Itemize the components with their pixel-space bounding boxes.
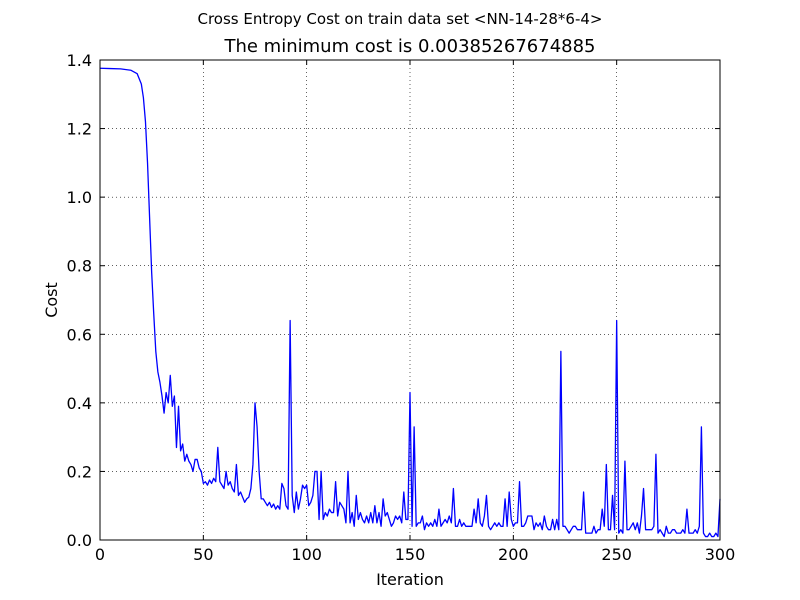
x-tick-label: 150 bbox=[395, 545, 426, 564]
y-tick-label: 1.2 bbox=[67, 120, 92, 139]
y-tick-label: 1.4 bbox=[67, 51, 92, 70]
y-tick-label: 1.0 bbox=[67, 188, 92, 207]
x-tick-label: 250 bbox=[601, 545, 632, 564]
y-tick-label: 0.0 bbox=[67, 531, 92, 550]
ticks: 0 50 100 150 200 250 300 0.0 0.2 0.4 0.6 0.8 1.0 1.2 1… bbox=[67, 51, 736, 564]
grid bbox=[100, 60, 720, 540]
y-axis-label: Cost bbox=[42, 282, 61, 318]
plot-frame bbox=[99, 59, 721, 541]
x-axis-label: Iteration bbox=[376, 570, 444, 589]
cost-series-line bbox=[99, 67, 721, 538]
x-tick-label: 0 bbox=[95, 545, 105, 564]
x-tick-label: 300 bbox=[705, 545, 736, 564]
y-tick-label: 0.4 bbox=[67, 394, 92, 413]
chart-title: The minimum cost is 0.00385267674885 bbox=[223, 36, 595, 57]
chart-suptitle: Cross Entropy Cost on train data set <NN… bbox=[197, 10, 603, 28]
x-tick-label: 50 bbox=[193, 545, 213, 564]
y-tick-label: 0.8 bbox=[67, 257, 92, 276]
x-tick-label: 100 bbox=[291, 545, 322, 564]
y-tick-label: 0.6 bbox=[67, 325, 92, 344]
series-layer bbox=[99, 67, 721, 538]
x-tick-label: 200 bbox=[498, 545, 529, 564]
y-tick-label: 0.2 bbox=[67, 462, 92, 481]
